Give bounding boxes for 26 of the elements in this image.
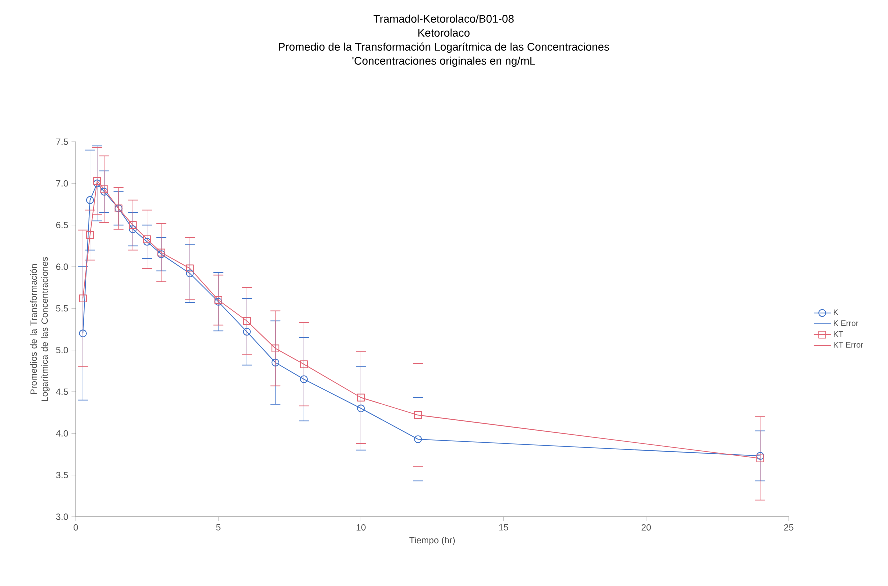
y-tick-label: 3.5: [56, 472, 68, 479]
x-tick-label: 10: [356, 524, 366, 531]
text: K Error: [834, 320, 859, 326]
y-tick-label: 6.5: [56, 222, 68, 229]
x-axis-title: Tiempo (hr): [410, 537, 456, 546]
text: KT Error: [834, 342, 864, 348]
y-tick-label: 3.0: [56, 514, 68, 520]
text: 'Concentraciones originales en ng/mL: [352, 56, 536, 68]
text: Promedio de la Transformación Logarítmica de las Concentraciones: [279, 42, 610, 54]
legend-label: KT: [834, 331, 844, 337]
y-tick-label: 6.0: [56, 264, 68, 270]
legend-label: K: [834, 310, 839, 316]
chart-subtitle: Ketorolaco: [418, 28, 470, 37]
y-axis-title: Promedios de la Transformación Logarítmica de las Concentraciones: [30, 257, 50, 402]
x-tick-label: 20: [642, 524, 652, 531]
y-tick-label: 5.0: [56, 347, 68, 354]
x-tick-label: 0: [74, 524, 78, 531]
y-tick-label: 4.0: [56, 430, 68, 437]
y-tick-label: 4.5: [56, 388, 68, 396]
y-tick-label: 7.5: [56, 138, 68, 146]
x-tick-label: 15: [499, 524, 508, 531]
x-tick-label: 25: [784, 524, 794, 531]
y-tick-label: 5.5: [56, 306, 68, 312]
y-tick-label: 7.0: [56, 180, 68, 187]
x-tick-label: 5: [216, 524, 221, 531]
chart-title: Tramadol-Ketorolaco/B01-08: [374, 14, 514, 23]
